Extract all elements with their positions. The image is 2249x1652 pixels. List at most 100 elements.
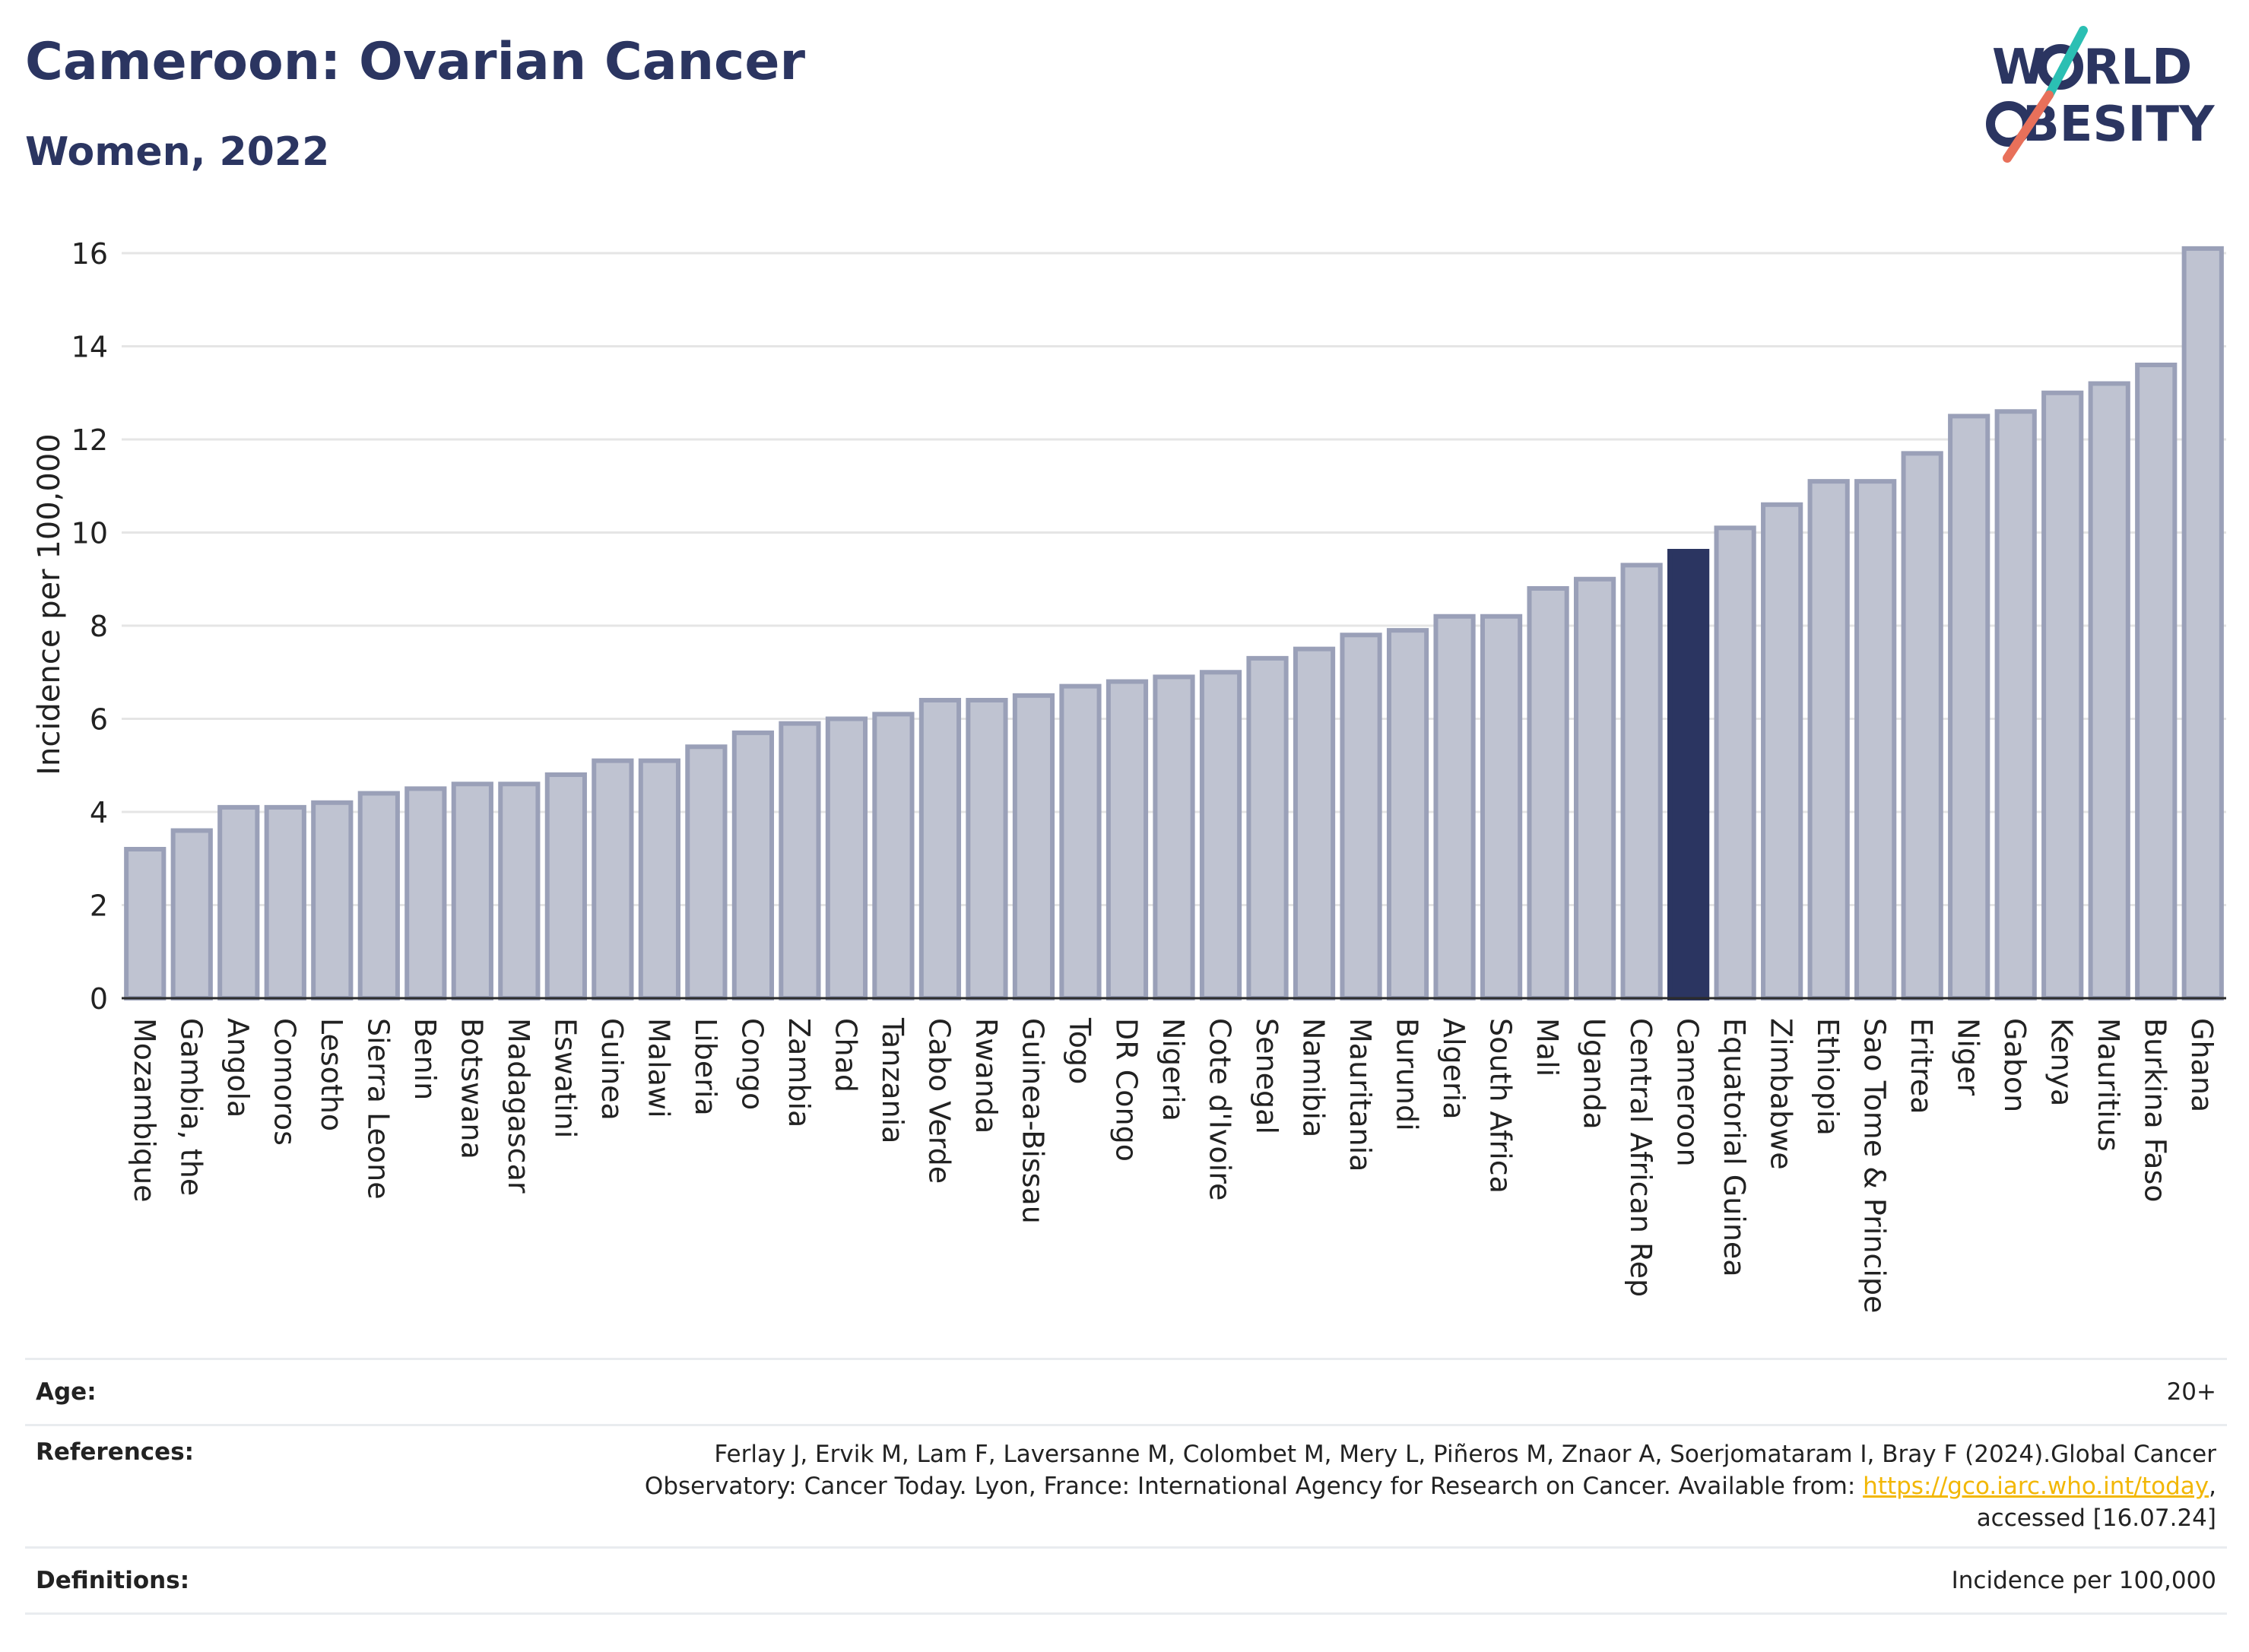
x-tick-label: Mauritania <box>1343 1018 1377 1172</box>
bar-niger <box>1948 414 1990 1000</box>
page-title: Cameroon: Ovarian Cancer <box>25 32 806 92</box>
x-tick-label: Liberia <box>689 1018 722 1116</box>
x-tick-label: Ghana <box>2185 1018 2219 1112</box>
bar-zimbabwe <box>1761 502 1803 1000</box>
x-tick-label: Lesotho <box>315 1018 348 1131</box>
x-tick-label: Eritrea <box>1905 1018 1938 1115</box>
bar-gabon <box>1994 409 2037 1000</box>
bar-mozambique <box>124 847 167 1000</box>
x-tick-label: Equatorial Guinea <box>1718 1018 1751 1277</box>
x-tick-label: Tanzania <box>876 1017 909 1143</box>
x-tick-label: Angola <box>221 1018 255 1118</box>
page-subtitle: Women, 2022 <box>25 129 330 175</box>
info-row-references: References: Ferlay J, Ervik M, Lam F, La… <box>25 1424 2227 1548</box>
age-label: Age: <box>25 1358 492 1425</box>
bar-guinea-bissau <box>1012 693 1055 1000</box>
x-tick-label: Mauritius <box>2092 1018 2125 1152</box>
bar-lesotho <box>311 800 354 1000</box>
bar-burundi <box>1386 628 1429 1000</box>
age-value: 20+ <box>492 1358 2227 1425</box>
x-tick-label: Zimbabwe <box>1765 1018 1798 1170</box>
bars <box>122 246 2226 1000</box>
bar-angola <box>217 804 260 1000</box>
logo-text-obesity-rest: BESITY <box>2022 97 2215 153</box>
bar-rwanda <box>966 698 1008 1000</box>
bar-algeria <box>1433 614 1476 1000</box>
x-tick-label: Gabon <box>1998 1018 2032 1112</box>
x-tick-label: Malawi <box>642 1018 675 1118</box>
logo-text-world-rest: RLD <box>2083 40 2192 96</box>
info-table: Age: 20+ References: Ferlay J, Ervik M, … <box>25 1358 2227 1615</box>
bar-kenya <box>2041 390 2084 1000</box>
bar-benin <box>404 786 447 1000</box>
x-tick-label: Kenya <box>2045 1018 2079 1106</box>
references-value: Ferlay J, Ervik M, Lam F, Laversanne M, … <box>492 1424 2227 1548</box>
x-tick-label: Ethiopia <box>1811 1018 1845 1136</box>
bar-uganda <box>1573 576 1616 1000</box>
y-tick-label: 14 <box>71 331 108 364</box>
logo-coral-slash-icon <box>2003 90 2054 163</box>
bar-guinea <box>592 758 634 1000</box>
bar-chad <box>825 716 868 1000</box>
bar-eswatini <box>544 772 587 1000</box>
x-tick-label: Guinea-Bissau <box>1016 1018 1049 1224</box>
x-tick-label: Comoros <box>268 1018 301 1146</box>
references-text-4: accessed [16.07.24] <box>1976 1505 2216 1532</box>
definitions-value: Incidence per 100,000 <box>492 1546 2227 1615</box>
x-tick-label: Cote d'Ivoire <box>1204 1018 1237 1200</box>
bar-dr-congo <box>1105 679 1149 1000</box>
x-tick-label: Chad <box>829 1018 862 1092</box>
bar-south-africa <box>1480 614 1523 1000</box>
x-tick-label: Central African Rep <box>1624 1018 1657 1297</box>
references-label: References: <box>25 1424 492 1548</box>
x-tick-label: Cabo Verde <box>922 1018 956 1184</box>
bar-burkina-faso <box>2135 363 2178 1000</box>
bar-senegal <box>1246 655 1289 1000</box>
bar-mali <box>1527 586 1569 1000</box>
bar-cameroon <box>1667 549 1710 1000</box>
bar-gambia-the <box>170 828 213 1000</box>
references-link[interactable]: https://gco.iarc.who.int/today <box>1863 1473 2209 1500</box>
logo-text-world-w: W <box>1992 40 2046 96</box>
bar-madagascar <box>498 782 541 1000</box>
x-tick-label: Sao Tome & Principe <box>1858 1018 1892 1313</box>
bar-botswana <box>451 782 493 1000</box>
bar-zambia <box>779 721 821 1000</box>
x-tick-label: Rwanda <box>969 1018 1003 1134</box>
logo-teal-slash-icon <box>2044 26 2088 100</box>
x-tick-label: Botswana <box>455 1018 488 1159</box>
bar-equatorial-guinea <box>1714 525 1756 1000</box>
y-tick-label: 10 <box>71 517 108 550</box>
y-axis-ticks: 0 2 4 6 8 10 12 14 16 <box>71 237 108 1016</box>
bar-sierra-leone <box>357 791 400 1000</box>
x-tick-label: DR Congo <box>1109 1018 1143 1162</box>
y-tick-label: 0 <box>90 982 108 1016</box>
x-axis-ticks: Mozambique Gambia, the Angola Comoros Lesoth… <box>128 1017 2219 1313</box>
x-tick-label: Benin <box>408 1018 442 1100</box>
x-tick-label: Niger <box>1952 1018 1985 1096</box>
x-tick-label: Mali <box>1531 1018 1564 1076</box>
info-row-definitions: Definitions: Incidence per 100,000 <box>25 1546 2227 1615</box>
bar-chart: 0 2 4 6 8 10 12 14 16 Mozambique Gambia, the Angol… <box>32 237 2226 1313</box>
x-tick-label: Uganda <box>1578 1018 1611 1130</box>
y-tick-label: 6 <box>90 703 108 737</box>
bar-malawi <box>638 758 680 1000</box>
bar-congo <box>731 730 775 1000</box>
x-tick-label: Burkina Faso <box>2139 1018 2172 1203</box>
x-tick-label: Senegal <box>1250 1018 1283 1134</box>
bar-cote-d-ivoire <box>1199 670 1242 1000</box>
bar-cabo-verde <box>918 698 962 1000</box>
x-tick-label: Namibia <box>1297 1018 1331 1137</box>
references-text-1: Ferlay J, Ervik M, Lam F, Laversanne M, … <box>714 1441 2216 1468</box>
bar-comoros <box>264 804 306 1000</box>
bar-mauritius <box>2088 381 2130 1000</box>
definitions-label: Definitions: <box>25 1546 492 1615</box>
bar-ethiopia <box>1807 479 1850 1000</box>
x-tick-label: Cameroon <box>1671 1018 1705 1167</box>
x-tick-label: Congo <box>735 1018 769 1110</box>
x-tick-label: Madagascar <box>502 1018 535 1194</box>
y-tick-label: 4 <box>90 796 108 829</box>
y-tick-label: 8 <box>90 610 108 643</box>
bar-eritrea <box>1901 451 1943 1000</box>
x-tick-label: South Africa <box>1484 1018 1518 1194</box>
